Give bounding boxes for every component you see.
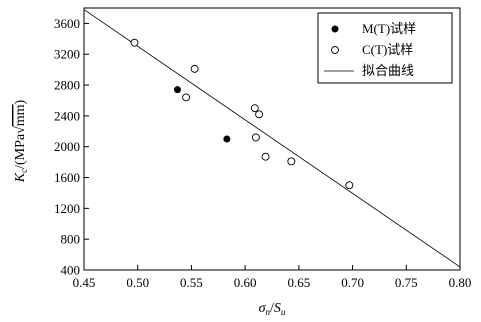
x-tick-label: 0.45 [73, 275, 96, 290]
ct-specimen-point [345, 181, 354, 190]
svg-text:σn/Su: σn/Su [259, 301, 286, 317]
ct-specimen-point [255, 110, 264, 119]
x-tick-label: 0.55 [180, 275, 203, 290]
y-tick-label: 1600 [54, 170, 80, 185]
y-tick-label: 400 [61, 263, 81, 278]
legend-label-mt: M(T)试样 [362, 21, 416, 36]
fit-line [83, 9, 461, 268]
legend-label-fit: 拟合曲线 [362, 63, 414, 78]
y-tick-label: 2000 [54, 139, 80, 154]
legend-marker-mt [331, 25, 339, 33]
y-tick-label: 3200 [54, 47, 80, 62]
fit-line-layer [83, 9, 461, 268]
legend-marker-ct [331, 46, 339, 54]
axis-ticks: 0.45 0.50 0.55 0.60 0.65 0.70 0.75 0.80 400 800 12… [54, 16, 471, 290]
ct-specimen-point [190, 64, 199, 73]
y-tick-label: 800 [61, 232, 81, 247]
ct-specimen-point [130, 38, 139, 47]
x-tick-label: 0.80 [449, 275, 472, 290]
ct-specimen-point [251, 133, 260, 142]
ct-specimen-point [261, 152, 270, 161]
plot-frame [83, 7, 461, 271]
ct-specimen-point [250, 104, 259, 113]
x-tick-label: 0.50 [126, 275, 149, 290]
points-layer [130, 38, 354, 190]
svg-text:Kc/(MPa√mm): Kc/(MPa√mm) [13, 99, 29, 183]
mt-specimen-point [173, 86, 181, 94]
x-axis-label: σn/Su [259, 301, 286, 317]
y-tick-label: 2400 [54, 108, 80, 123]
y-tick-label: 3600 [54, 16, 80, 31]
x-tick-label: 0.75 [395, 275, 418, 290]
x-tick-label: 0.70 [341, 275, 364, 290]
legend: M(T)试样 C(T)试样 拟合曲线 [317, 12, 453, 84]
ct-specimen-point [182, 93, 191, 102]
y-tick-label: 1200 [54, 201, 80, 216]
y-tick-label: 2800 [54, 78, 80, 93]
legend-label-ct: C(T)试样 [362, 42, 413, 57]
x-tick-label: 0.65 [287, 275, 310, 290]
mt-specimen-point [223, 135, 231, 143]
x-tick-label: 0.60 [234, 275, 257, 290]
ct-specimen-point [287, 157, 296, 166]
y-axis-label: Kc/(MPa√mm) [13, 99, 29, 183]
